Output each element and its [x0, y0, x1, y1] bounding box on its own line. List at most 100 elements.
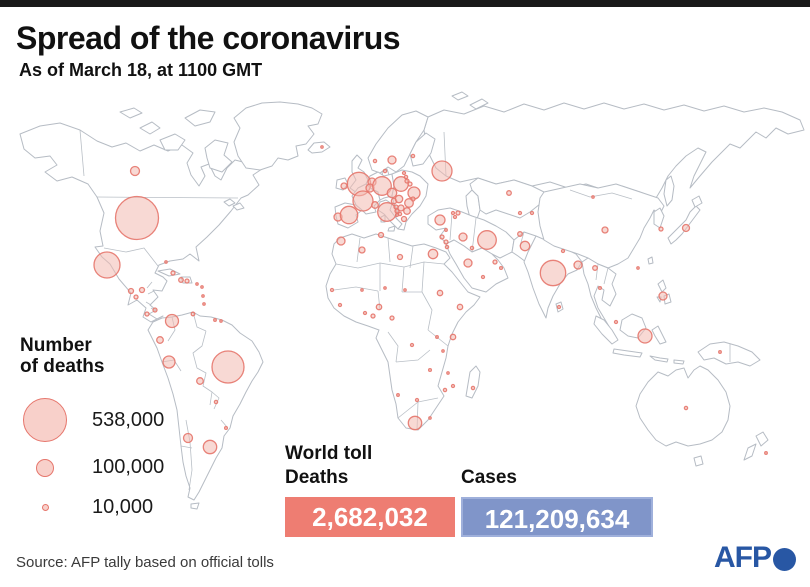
afp-logo-text: AFP [714, 541, 772, 574]
bubble-norway [372, 158, 378, 164]
bubble-libya [396, 253, 404, 261]
bubble-guatemala [127, 287, 135, 295]
bubble-lesser-antilles-3 [201, 294, 205, 298]
bubble-iraq [458, 232, 468, 242]
island-sakhalin [663, 175, 675, 207]
bubble-azerbaijan [455, 210, 461, 216]
landmass-central-asia [469, 177, 545, 219]
bubble-uruguay [223, 425, 229, 431]
bubble-lebanon [439, 234, 445, 240]
border-us-canada [96, 196, 239, 199]
bubble-germany [372, 176, 392, 196]
bubble-panama [152, 307, 158, 313]
bubble-afghanistan [517, 231, 523, 237]
bubble-kenya [449, 333, 457, 341]
bubble-peru [162, 355, 176, 369]
landmass-finland [409, 132, 436, 167]
bubble-uzbekistan [517, 210, 523, 216]
bubble-el-salvador [133, 294, 139, 300]
island-svalbard [451, 91, 469, 101]
bubble-philippines [658, 291, 668, 301]
legend-circle-small [41, 503, 49, 511]
island-new-zealand-south [743, 443, 757, 461]
bubble-lesser-antilles-1 [195, 282, 199, 286]
bubble-guyana [213, 318, 217, 322]
bubble-cameroon [389, 315, 395, 321]
bubble-bolivia [196, 377, 204, 385]
bubble-greece [400, 215, 408, 223]
bubble-ethiopia [456, 303, 464, 311]
bubble-bangladesh [573, 260, 583, 270]
island-baffin [204, 139, 233, 173]
landmass-arabia [445, 239, 509, 293]
lake-huron [232, 202, 245, 211]
landmass-scandinavia [367, 110, 429, 174]
bubble-finland [410, 153, 416, 159]
bubble-australia [683, 405, 689, 411]
bubble-south-africa [407, 415, 423, 431]
island-tasmania [693, 455, 704, 467]
borders-central-america [145, 281, 157, 312]
bubble-dr-congo [409, 342, 415, 348]
island-sumatra [593, 315, 619, 345]
legend-label-medium: 100,000 [92, 456, 165, 478]
bubble-argentina [202, 439, 218, 455]
island-arctic-1 [139, 121, 161, 135]
island-taiwan [647, 256, 654, 265]
island-cuba [157, 268, 181, 277]
legend-title-line2: of deaths [20, 356, 105, 377]
bubble-albania [394, 212, 400, 218]
bubble-colombia [164, 313, 180, 329]
legend-label-large: 538,000 [92, 408, 165, 431]
bubble-romania [404, 198, 414, 208]
bubble-papua-new-guinea [718, 350, 722, 354]
bubble-israel [443, 239, 449, 245]
page-subtitle: As of March 18, at 1100 GMT [19, 60, 263, 80]
legend-row-10000: 10,000 [14, 495, 234, 519]
map-bubbles [93, 145, 768, 455]
bubble-cyprus [444, 228, 448, 232]
landmass-china [537, 183, 665, 269]
legend-row-538000: 538,000 [14, 397, 234, 443]
lake-superior [223, 198, 236, 207]
bubble-china [601, 226, 609, 234]
bubble-myanmar [592, 265, 598, 271]
bubble-eswatini [428, 416, 432, 420]
bubble-lithuania [404, 178, 410, 184]
bubble-nepal [560, 248, 566, 254]
bubble-south-korea [658, 226, 664, 232]
island-hokkaido [691, 195, 703, 208]
cases-label: Cases [461, 467, 517, 488]
legend-title-line1: Number [20, 335, 92, 356]
island-timor [673, 359, 685, 365]
bubble-czech-republic [386, 187, 398, 199]
bubble-haiti [178, 277, 184, 283]
island-luzon [657, 279, 667, 293]
bubble-belarus [407, 181, 413, 187]
bubble-oman [498, 265, 504, 271]
island-victoria [159, 133, 186, 151]
bubble-sweden [387, 155, 397, 165]
bubble-kyrgyzstan [529, 210, 535, 216]
afp-logo: AFP [714, 541, 796, 575]
bubble-ireland [340, 182, 348, 190]
legend-label-small: 10,000 [92, 495, 154, 518]
bubble-estonia [401, 170, 407, 176]
bubble-honduras [138, 286, 146, 294]
bubble-italy [377, 202, 397, 222]
bubble-cuba [170, 270, 176, 276]
bubble-usa [114, 195, 160, 241]
bubble-malawi [446, 371, 450, 375]
deaths-value-box: 2,682,032 [285, 497, 455, 537]
bubble-georgia [450, 210, 456, 216]
top-bar [0, 0, 810, 7]
bubble-switzerland [371, 201, 379, 209]
island-sicily [387, 225, 396, 232]
cases-value-box: 121,209,634 [461, 497, 653, 537]
bubble-nigeria [375, 303, 383, 311]
island-ellesmere [184, 109, 216, 127]
bubble-suriname [219, 319, 223, 323]
bubble-lesser-antilles-2 [200, 285, 204, 289]
island-new-guinea [697, 341, 761, 367]
